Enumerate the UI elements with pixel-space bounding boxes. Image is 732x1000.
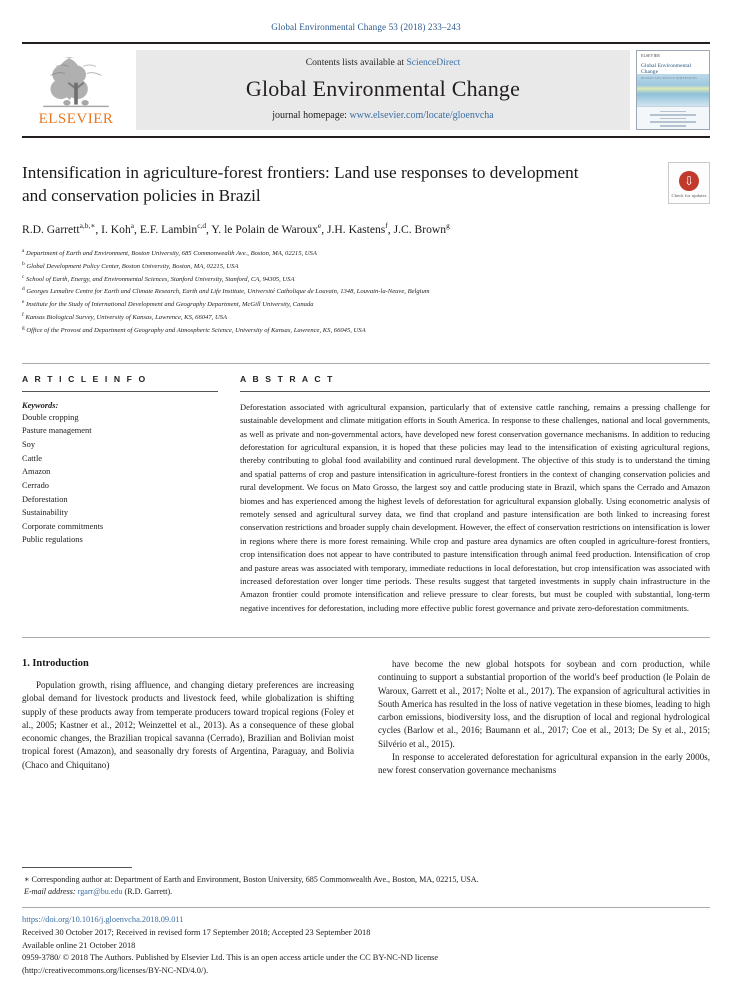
keyword-item: Public regulations <box>22 535 83 545</box>
affiliation-marker: e <box>22 299 25 306</box>
affiliation-marker: g <box>22 324 25 331</box>
author-list: R.D. Garretta,b,∗, I. Koha, E.F. Lambinc… <box>22 220 450 236</box>
keyword-item: Corporate commitments <box>22 521 104 531</box>
keyword-item: Deforestation <box>22 494 68 504</box>
keyword-item: Amazon <box>22 467 51 477</box>
contents-list-line: Contents lists available at ScienceDirec… <box>306 57 461 68</box>
keyword-item: Pasture management <box>22 426 92 436</box>
affiliation-marker: b <box>22 260 25 267</box>
license-link[interactable]: (http://creativecommons.org/licenses/BY-… <box>22 966 209 976</box>
crossmark-badge[interactable]: ⇩ Check for updates <box>668 162 710 204</box>
elsevier-logo: ELSEVIER <box>22 50 130 130</box>
email-link[interactable]: rgarr@bu.edu <box>77 887 123 897</box>
footer-divider <box>22 907 710 909</box>
affiliation-item: c School of Earth, Energy, and Environme… <box>22 273 295 283</box>
elsevier-wordmark: ELSEVIER <box>38 111 114 127</box>
footer-metadata: https://doi.org/10.1016/j.gloenvcha.2018… <box>22 914 710 978</box>
body-divider <box>22 637 710 639</box>
affiliation-item: d Georges Lemaître Centre for Earth and … <box>22 286 430 296</box>
homepage-prefix: journal homepage: <box>272 110 347 121</box>
abstract-column: A B S T R A C T Deforestation associated… <box>240 364 710 615</box>
affiliation-marker: f <box>22 312 24 319</box>
sciencedirect-link[interactable]: ScienceDirect <box>406 57 461 68</box>
intro-paragraph-right-2: In response to accelerated deforestation… <box>378 751 710 776</box>
article-info-heading: A R T I C L E I N F O <box>22 373 148 384</box>
affiliation-item: a Department of Earth and Environment, B… <box>22 247 317 258</box>
article-info-column: A R T I C L E I N F O Keywords: Double c… <box>22 364 218 615</box>
cover-publisher-mark: ELSEVIER <box>641 53 660 58</box>
introduction-section: 1. Introduction Population growth, risin… <box>22 658 710 777</box>
cover-journal-title: Global Environmental Change <box>641 63 692 76</box>
intro-paragraph-right-1: have become the new global hotspots for … <box>378 659 710 749</box>
article-title: Intensification in agriculture-forest fr… <box>22 163 579 205</box>
masthead-center: Contents lists available at ScienceDirec… <box>136 50 630 130</box>
affiliation-marker: c <box>22 273 25 280</box>
keyword-item: Cerrado <box>22 480 49 490</box>
cover-top: ELSEVIER Global Environmental Change HUM… <box>637 51 709 80</box>
info-abstract-section: A R T I C L E I N F O Keywords: Double c… <box>22 362 710 615</box>
footer-area: ∗ Corresponding author at: Department of… <box>22 866 710 978</box>
received-dates: Received 30 October 2017; Received in re… <box>22 927 371 937</box>
affiliation-item: e Institute for the Study of Internation… <box>22 299 314 309</box>
affiliation-item: b Global Development Policy Center, Bost… <box>22 260 239 270</box>
contents-prefix: Contents lists available at <box>305 57 405 68</box>
email-owner: (R.D. Garrett). <box>124 887 173 897</box>
keyword-item: Double cropping <box>22 412 79 422</box>
affiliation-item: f Kansas Biological Survey, University o… <box>22 312 228 322</box>
available-online: Available online 21 October 2018 <box>22 940 136 950</box>
copyright-line: 0959-3780/ © 2018 The Authors. Published… <box>22 953 439 963</box>
keyword-item: Sustainability <box>22 508 69 518</box>
email-label: E-mail address: <box>24 887 76 897</box>
corresponding-author-note: ∗ Corresponding author at: Department of… <box>24 874 710 898</box>
footnote-divider <box>22 866 132 868</box>
affiliation-item: g Office of the Provost and Department o… <box>22 324 366 335</box>
corresponding-author-text: Corresponding author at: Department of E… <box>31 874 479 884</box>
intro-paragraph-left-1: Population growth, rising affluence, and… <box>22 680 354 770</box>
keywords-list: Double cropping Pasture management Soy Catt… <box>22 411 218 547</box>
crossmark-icon: ⇩ <box>679 170 699 191</box>
intro-right-column: have become the new global hotspots for … <box>378 658 710 777</box>
affiliation-marker: d <box>22 286 25 293</box>
title-block: Intensification in agriculture-forest fr… <box>22 162 710 337</box>
introduction-heading: 1. Introduction <box>22 658 89 670</box>
elsevier-tree-logo-icon <box>43 57 109 108</box>
affiliation-list: a Department of Earth and Environment, B… <box>22 247 710 337</box>
affiliation-marker: a <box>22 247 25 254</box>
journal-homepage-link[interactable]: www.elsevier.com/locate/gloenvcha <box>349 110 494 121</box>
cover-bottom <box>637 105 709 129</box>
abstract-heading: A B S T R A C T <box>240 373 335 384</box>
intro-left-column: 1. Introduction Population growth, risin… <box>22 658 354 777</box>
journal-title: Global Environmental Change <box>245 76 521 101</box>
crossmark-caption: Check for updates <box>671 192 707 198</box>
corresponding-marker: ∗ <box>24 874 30 884</box>
keyword-item: Soy <box>22 440 36 450</box>
journal-cover-thumbnail: ELSEVIER Global Environmental Change HUM… <box>636 50 710 130</box>
cover-journal-subtitle: HUMAN AND POLICY DIMENSIONS <box>641 76 698 81</box>
abstract-text: Deforestation associated with agricultur… <box>240 401 710 613</box>
running-head: Global Environmental Change 53 (2018) 23… <box>271 22 461 32</box>
keyword-item: Cattle <box>22 453 43 463</box>
keywords-label: Keywords: <box>22 400 59 410</box>
journal-masthead: ELSEVIER Contents lists available at Sci… <box>22 42 710 138</box>
journal-homepage-line: journal homepage: www.elsevier.com/locat… <box>272 110 494 121</box>
doi-link[interactable]: https://doi.org/10.1016/j.gloenvcha.2018… <box>22 915 184 925</box>
